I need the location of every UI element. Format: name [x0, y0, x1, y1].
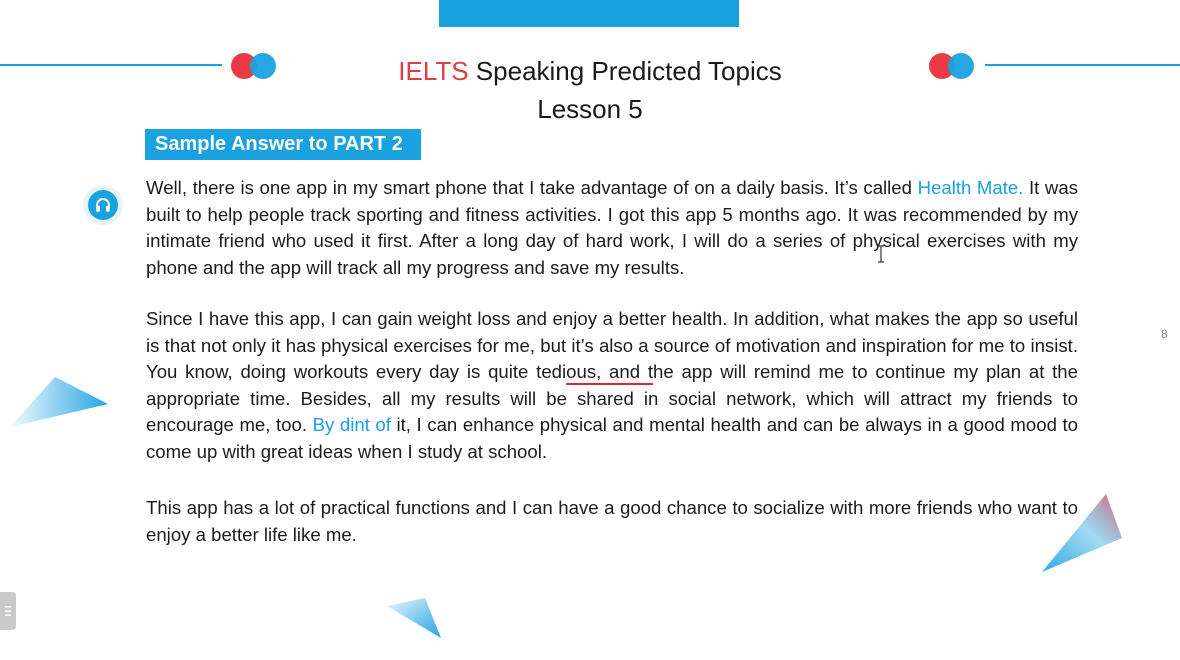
- paragraph-text: Since I have this app, I can gain weight…: [146, 308, 1078, 382]
- section-badge: Sample Answer to PART 2: [145, 129, 421, 160]
- paragraph-text: It was built to help people track sporti…: [146, 177, 1078, 278]
- decor-dots-right: [929, 53, 977, 79]
- title-line: IELTS Speaking Predicted Topics: [0, 52, 1180, 90]
- header-rule-right: [985, 64, 1180, 66]
- decor-dots-left: [231, 53, 279, 79]
- page-title: IELTS Speaking Predicted Topics Lesson 5: [0, 52, 1180, 128]
- paragraph-text: Well, there is one app in my smart phone…: [146, 177, 918, 198]
- headphones-icon: [88, 190, 118, 220]
- answer-paragraph-3: This app has a lot of practical function…: [146, 497, 1078, 545]
- answer-paragraph-2: Since I have this app, I can gain weight…: [146, 306, 1078, 465]
- decor-triangle-right: [1042, 494, 1122, 572]
- header-rule-left: [0, 64, 222, 66]
- top-accent-bar: [439, 0, 739, 27]
- decor-triangle-left: [10, 377, 108, 427]
- blue-dot: [250, 53, 276, 79]
- highlighted-term: Health Mate.: [917, 177, 1024, 198]
- text-cursor-icon: [877, 245, 884, 263]
- blue-dot: [948, 53, 974, 79]
- page-subtitle: Lesson 5: [537, 94, 643, 124]
- side-menu-handle[interactable]: [0, 592, 16, 630]
- highlighted-term: By dint of: [312, 414, 391, 435]
- paragraph-text: he app will remind me to continue my pla…: [146, 361, 1078, 435]
- decor-triangle-bottom: [387, 598, 441, 638]
- title-text: Speaking Predicted Topics: [468, 56, 782, 86]
- page-number: 8: [1161, 327, 1168, 341]
- answer-paragraph-1: Well, there is one app in my smart phone…: [146, 175, 1078, 281]
- underlined-text: ous, and t: [566, 361, 654, 382]
- title-brand: IELTS: [398, 56, 469, 86]
- audio-play-button[interactable]: [83, 185, 123, 225]
- paragraph-text: it, I can enhance physical and mental he…: [146, 414, 1078, 462]
- menu-handle-icon: [5, 606, 11, 616]
